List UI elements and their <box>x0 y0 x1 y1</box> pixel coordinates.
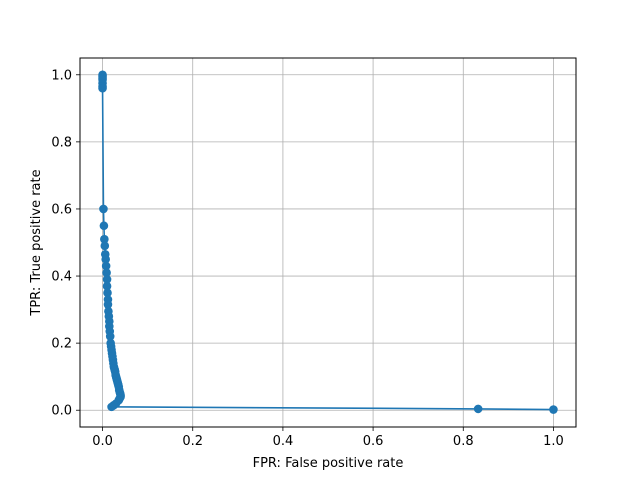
roc-point <box>98 83 107 93</box>
roc-point <box>105 332 115 341</box>
roc-point <box>549 405 558 414</box>
roc-point <box>102 281 112 291</box>
roc-point <box>99 204 108 214</box>
roc-point <box>107 402 116 412</box>
y-tick-label: 0.4 <box>51 270 72 285</box>
roc-series <box>98 70 558 414</box>
roc-point <box>103 288 112 298</box>
x-tick-label: 0.8 <box>453 434 474 449</box>
roc-point <box>473 404 483 414</box>
roc-point <box>101 254 110 264</box>
x-axis-label: FPR: False positive rate <box>253 456 404 471</box>
roc-point <box>102 275 112 284</box>
roc-point <box>100 241 110 251</box>
y-tick-label: 0.2 <box>51 337 72 352</box>
roc-point <box>101 261 111 271</box>
x-tick-label: 0.2 <box>182 434 203 449</box>
x-tick-label: 0.4 <box>273 434 294 449</box>
roc-point <box>100 234 109 244</box>
plot-area-frame <box>79 57 577 428</box>
y-tick-label: 0.8 <box>51 135 72 150</box>
y-tick-label: 1.0 <box>51 68 72 83</box>
x-tick-label: 0.6 <box>363 434 384 449</box>
roc-point <box>99 221 109 231</box>
roc-curve-line <box>101 74 554 411</box>
y-axis-label: TPR: True positive rate <box>29 169 44 316</box>
x-tick-label: 0.0 <box>92 434 113 449</box>
x-tick-label: 1.0 <box>543 434 564 449</box>
axis-ticks: 0.0 0.2 0.4 0.6 0.8 1.0 0.0 0.2 0.4 0.6 0.8 1.0 <box>51 68 563 449</box>
y-tick-label: 0.0 <box>51 404 72 419</box>
roc-point <box>103 300 113 309</box>
grid-lines <box>80 58 576 427</box>
roc-point <box>102 268 111 277</box>
y-tick-label: 0.6 <box>51 202 72 217</box>
